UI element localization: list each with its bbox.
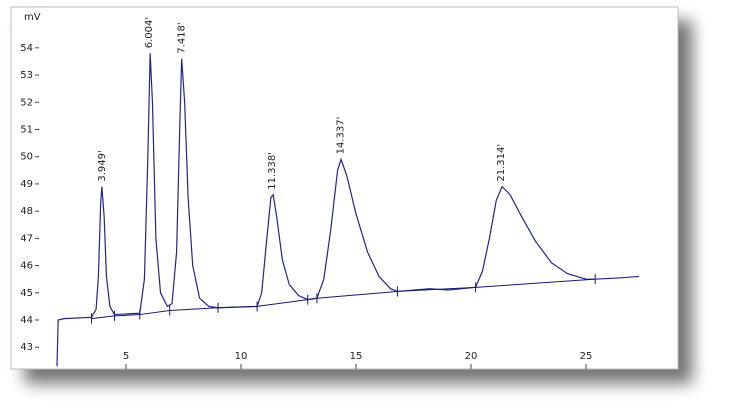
x-tick-label: 20 bbox=[465, 351, 478, 362]
x-tick-label: 15 bbox=[350, 351, 363, 362]
signal-line bbox=[56, 53, 639, 367]
chart-panel bbox=[10, 6, 679, 370]
y-tick-label: 43 bbox=[20, 342, 33, 353]
y-tick-label: 50 bbox=[20, 152, 33, 163]
peak-label: 6.004' bbox=[144, 17, 155, 48]
y-tick-label: 46 bbox=[20, 261, 33, 272]
peak-label: 14.337' bbox=[336, 117, 347, 155]
x-tick-label: 5 bbox=[123, 351, 129, 362]
x-tick-label: 10 bbox=[235, 351, 248, 362]
y-axis-label: mV bbox=[24, 12, 41, 23]
y-tick-label: 52 bbox=[20, 97, 33, 108]
y-tick-label: 53 bbox=[20, 70, 33, 81]
x-tick-label: 25 bbox=[580, 351, 593, 362]
peak-label: 21.314' bbox=[496, 144, 507, 182]
y-tick-label: 48 bbox=[20, 206, 33, 217]
peak-label: 3.949' bbox=[97, 150, 108, 181]
y-tick-label: 51 bbox=[20, 124, 33, 135]
peak-label: 7.418' bbox=[177, 22, 188, 53]
y-tick-label: 47 bbox=[20, 233, 33, 244]
y-tick-label: 49 bbox=[20, 179, 33, 190]
y-tick-label: 44 bbox=[20, 315, 33, 326]
y-tick-label: 54 bbox=[20, 43, 33, 54]
peak-label: 11.338' bbox=[267, 152, 278, 190]
y-tick-label: 45 bbox=[20, 288, 33, 299]
